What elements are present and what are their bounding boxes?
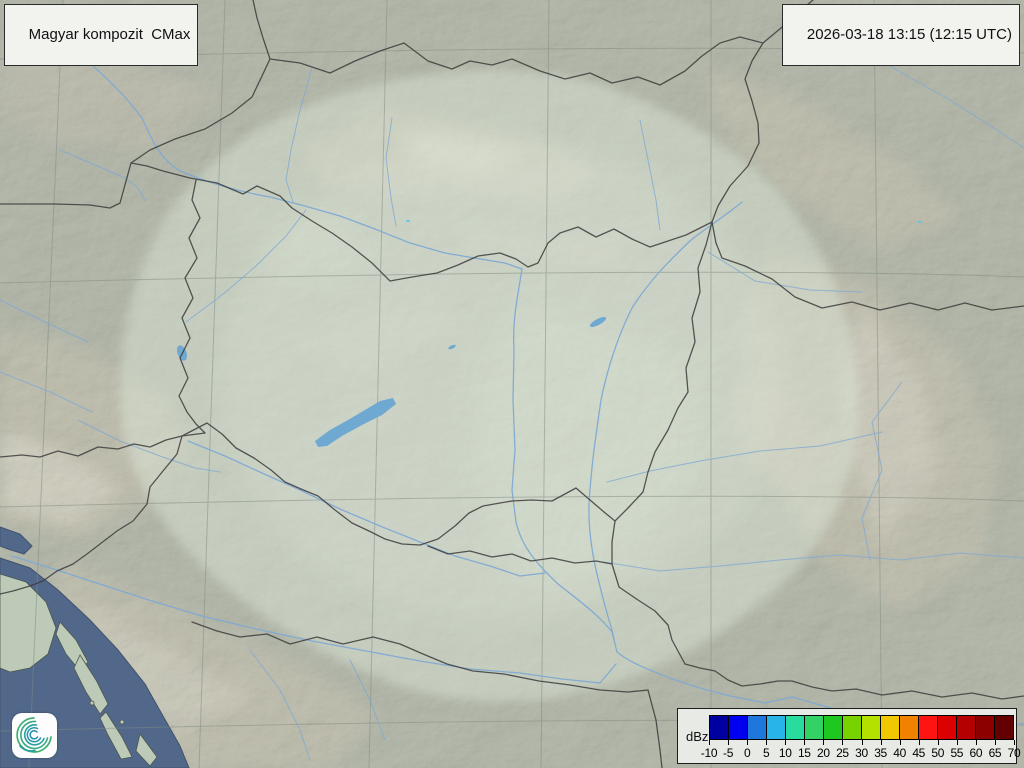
border-croatia-bosnia [191, 621, 649, 693]
legend-tick-label: 20 [817, 746, 830, 760]
legend-tick-mark [785, 740, 787, 745]
legend-tick-mark [709, 740, 710, 745]
legend-swatches [709, 715, 1014, 740]
border-austria-slovenia [0, 432, 206, 458]
tisza-river [588, 201, 743, 640]
legend-swatch [766, 715, 785, 740]
product-title: Magyar kompozit CMax [28, 26, 191, 43]
radar-coverage-area [120, 69, 858, 702]
border-hungary-croatia [181, 422, 513, 546]
lake-tisza [589, 317, 607, 327]
sava-river [11, 555, 617, 684]
legend-swatch [842, 715, 861, 740]
met-service-logo [12, 713, 57, 758]
legend-tick-label: -5 [723, 746, 734, 760]
legend-tick-mark [899, 740, 901, 745]
border-poland-slovakia [130, 36, 764, 164]
legend-tick-label: 15 [797, 746, 811, 760]
legend-tick-label: 70 [1007, 746, 1021, 760]
border-austria-hungary [178, 179, 206, 434]
legend-tick-mark [861, 740, 863, 745]
maros-river [603, 552, 1024, 572]
legend-tick-label: 60 [969, 746, 983, 760]
radar-echoes [406, 220, 922, 223]
timestamp: 2026-03-18 13:15 (12:15 UTC) [806, 26, 1012, 43]
border-hungary-romania [614, 221, 713, 522]
legend-tick-label: 30 [855, 746, 868, 760]
danube-river [57, 37, 1024, 728]
border-serbia-romania [611, 520, 1024, 700]
legend-tick-mark [842, 740, 844, 745]
legend-tick-mark [975, 740, 977, 745]
legend-tick-mark [937, 740, 939, 745]
legend-tick-mark [766, 740, 768, 745]
legend-tick-mark [994, 740, 996, 745]
legend-tick-label: 65 [988, 746, 1002, 760]
timestamp-box: 2026-03-18 13:15 (12:15 UTC) [782, 4, 1020, 66]
product-title-box: Magyar kompozit CMax [4, 4, 199, 66]
legend-tick-label: 50 [931, 746, 945, 760]
legend-swatch [785, 715, 804, 740]
drava-river [187, 440, 546, 577]
legend-tick-mark [804, 740, 806, 745]
lake-velence [448, 344, 456, 350]
spiral-logo-icon [16, 717, 52, 753]
border-slovakia-hungary [291, 207, 713, 282]
legend-swatch [880, 715, 899, 740]
legend-tick-label: -10 [700, 746, 718, 760]
lake-balaton [315, 398, 396, 447]
legend-tick-label: 45 [912, 746, 926, 760]
legend-tick-label: 5 [763, 746, 770, 760]
dbz-legend: dBz -10 -5 0 5 10 15 20 25 30 35 40 45 50 55 60 65 70 [677, 708, 1021, 764]
legend-ticks: -10 -5 0 5 10 15 20 25 30 35 40 45 50 55 60 65 70 [701, 740, 1021, 762]
legend-swatch [747, 715, 766, 740]
legend-swatch [804, 715, 823, 740]
legend-swatch [937, 715, 956, 740]
legend-swatch [899, 715, 918, 740]
legend-tick-label: 25 [836, 746, 849, 760]
legend-tick-mark [880, 740, 882, 745]
istria-peninsula [0, 573, 57, 673]
legend-swatch [994, 715, 1014, 740]
border-hungary-serbia [511, 487, 616, 522]
legend-tick-mark [1014, 740, 1015, 745]
legend-tick-mark [728, 740, 730, 745]
legend-swatch [956, 715, 975, 740]
legend-tick-mark [918, 740, 920, 745]
legend-swatch [861, 715, 880, 740]
legend-tick-mark [747, 740, 749, 745]
legend-swatch [975, 715, 994, 740]
legend-tick-label: 35 [874, 746, 887, 760]
legend-tick-label: 0 [743, 746, 751, 760]
border-slovenia-croatia [0, 435, 183, 595]
legend-tick-label: 40 [893, 746, 906, 760]
legend-tick-label: 55 [950, 746, 964, 760]
legend-tick-mark [956, 740, 958, 745]
legend-swatch [709, 715, 728, 740]
legend-swatch [823, 715, 842, 740]
border-ukraine [711, 42, 1024, 311]
legend-swatch [728, 715, 747, 740]
dbz-unit-label: dBz [686, 729, 709, 744]
legend-swatch [918, 715, 937, 740]
legend-tick-mark [823, 740, 825, 745]
legend-tick-label: 10 [778, 746, 792, 760]
